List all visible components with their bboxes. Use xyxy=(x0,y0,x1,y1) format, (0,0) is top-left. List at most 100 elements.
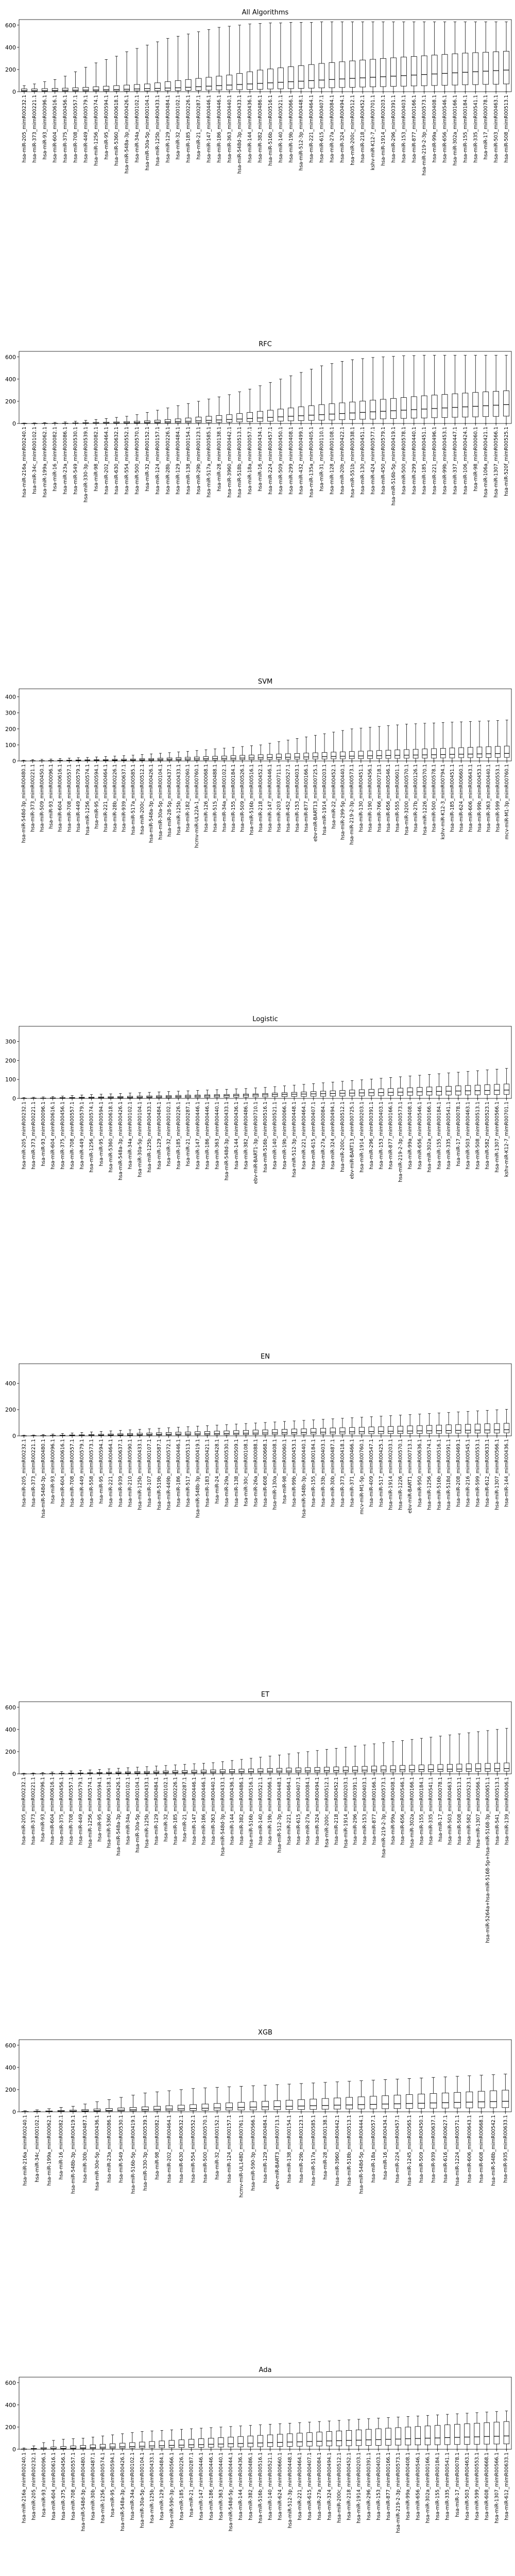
box-iqr xyxy=(185,79,192,91)
x-tick-label: ebv-miR-BART1-3p_mimR00710.1 xyxy=(253,1101,259,1184)
box-iqr xyxy=(308,405,315,421)
chart-title: ET xyxy=(261,1691,269,1699)
y-tick-label: 0 xyxy=(12,89,16,95)
box-1 xyxy=(31,2446,37,2450)
box-iqr xyxy=(494,1762,500,1772)
x-tick-label: hsa-miR-28-5p_mimR00437.1 xyxy=(167,764,173,837)
x-tick-label: hsa-miR-548a-3p_mimR00426.1 xyxy=(118,1101,124,1180)
box-23 xyxy=(247,2425,253,2450)
box-13 xyxy=(146,1428,152,1436)
box-iqr xyxy=(233,1430,239,1435)
box-4 xyxy=(62,76,68,92)
x-tick-label: hsa-miR-604_mimR00616.1 xyxy=(51,2452,57,2520)
x-tick-label: hsa-miR-363_mimR00440.1 xyxy=(486,764,492,832)
box-4 xyxy=(59,1771,65,1774)
x-tick-label: hsa-miR-31_mimR00110.1 xyxy=(319,427,325,492)
box-42 xyxy=(426,1413,433,1436)
y-tick-label: 600 xyxy=(5,2042,16,2049)
box-iqr xyxy=(291,1429,297,1435)
x-tick-label: hsa-miR-18a_mimR00057.1 xyxy=(247,427,253,494)
x-tick-label: hsa-miR-1226_mimR00570.1 xyxy=(422,764,428,835)
x-tick-label: hsa-miR-203_mimR00711.1 xyxy=(277,764,282,832)
x-tick-label: hsa-miR-608_mimR00668.1 xyxy=(479,2115,485,2183)
x-tick-label: kshv-miR-K12-7_mimR00701.1 xyxy=(370,95,376,170)
x-tick-label: hsa-miR-363_mimR00440.1 xyxy=(218,2452,224,2520)
box-iqr xyxy=(484,1084,490,1095)
x-tick-label: hsa-miR-147_mimR00446.1 xyxy=(199,2452,204,2520)
box-43 xyxy=(413,723,419,761)
x-tick-label: hsa-miR-330-3p_mimR00539.1 xyxy=(83,427,89,502)
x-tick-label: hsa-miR-19b_mimR00066.1 xyxy=(282,1101,287,1170)
box-12 xyxy=(144,412,150,424)
x-tick-label: hsa-miR-302a_mimR00166.1 xyxy=(425,2452,431,2523)
box-19 xyxy=(204,1090,211,1099)
box-iqr xyxy=(349,1427,355,1434)
box-37 xyxy=(400,21,407,92)
box-41 xyxy=(424,2415,431,2450)
box-22 xyxy=(233,1089,239,1099)
box-iqr xyxy=(230,755,236,760)
box-48 xyxy=(475,1731,482,1774)
box-iqr xyxy=(474,1423,480,1434)
x-tick-label: hsa-miR-155_mimR00184.1 xyxy=(436,1101,442,1170)
box-3 xyxy=(52,422,58,424)
box-iqr xyxy=(349,60,356,88)
box-27 xyxy=(281,1421,288,1436)
box-12 xyxy=(136,1092,143,1099)
x-tick-label: hsa-miR-140_mimR00521.1 xyxy=(258,1777,264,1845)
box-37 xyxy=(378,1078,384,1099)
x-tick-label: hsa-miR-202_mimR00464.1 xyxy=(104,427,109,495)
box-iqr xyxy=(484,1423,490,1433)
x-tick-label: hsa-miR-877_mimR00166.1 xyxy=(371,1777,377,1845)
x-tick-label: hsa-miR-548a-3p_mimR00426.1 xyxy=(116,1777,122,1856)
x-tick-label: hsa-miR-335_mimR00541.1 xyxy=(446,1101,452,1170)
x-tick-label: hsa-miR-129_mimR00484.1 xyxy=(157,1101,162,1170)
box-iqr xyxy=(349,751,355,759)
x-tick-label: hsa-miR-138_mimR00509.1 xyxy=(234,1439,239,1507)
x-tick-label: hsa-miR-27a_mimR00084.1 xyxy=(320,1101,326,1169)
x-tick-label: hsa-miR-106_mimR00424.1 xyxy=(462,427,468,495)
box-5 xyxy=(69,1432,75,1436)
box-40 xyxy=(385,725,391,761)
y-tick-label: 200 xyxy=(5,398,16,405)
box-47 xyxy=(474,1070,480,1099)
box-iqr xyxy=(237,2436,244,2447)
x-tick-label: hsa-miR-30a-5p_mimR00104.1 xyxy=(145,95,150,171)
box-iqr xyxy=(405,2427,411,2446)
box-iqr xyxy=(175,80,181,91)
box-30 xyxy=(329,363,335,424)
box-22 xyxy=(229,1760,235,1774)
box-24 xyxy=(252,1088,259,1099)
box-18 xyxy=(185,751,191,761)
box-iqr xyxy=(178,2439,185,2448)
x-tick-label: hsa-miR-548a-3p_mimR00426.1 xyxy=(124,95,130,174)
x-tick-label: hsa-miR-144_mimR00436.1 xyxy=(238,2452,244,2520)
box-iqr xyxy=(493,391,500,417)
y-tick-label: 200 xyxy=(5,1749,16,1755)
box-25 xyxy=(249,745,254,761)
box-14 xyxy=(159,2430,165,2450)
box-50 xyxy=(476,721,483,761)
y-tick-label: 0 xyxy=(12,758,16,765)
x-tick-label: hsa-miR-449b_mimR00572.1 xyxy=(166,1439,172,1510)
box-13 xyxy=(139,754,145,761)
box-32 xyxy=(330,1418,336,1436)
x-tick-label: hsa-miR-548d-3p_mimR00433.1 xyxy=(237,95,243,174)
x-tick-label: hsa-miR-125b_mimR00433.1 xyxy=(147,1101,152,1173)
x-tick-label: hsa-miR-512-3p_mimR00448.1 xyxy=(287,2452,293,2528)
box-iqr xyxy=(81,2109,89,2112)
box-16 xyxy=(185,403,192,424)
box-26 xyxy=(334,2081,341,2112)
box-17 xyxy=(188,2428,195,2450)
x-tick-label: hsa-miR-608_mimR00668.1 xyxy=(263,1439,268,1507)
box-iqr xyxy=(385,2428,391,2446)
box-iqr xyxy=(228,2436,234,2448)
x-tick-label: hsa-miR-202_mimR00464.1 xyxy=(166,2115,172,2183)
y-tick-label: 400 xyxy=(5,1380,16,1387)
box-46 xyxy=(440,722,446,761)
box-iqr xyxy=(370,2096,377,2109)
box-42 xyxy=(452,21,458,92)
box-iqr xyxy=(359,401,366,420)
box-iqr xyxy=(426,1087,433,1096)
